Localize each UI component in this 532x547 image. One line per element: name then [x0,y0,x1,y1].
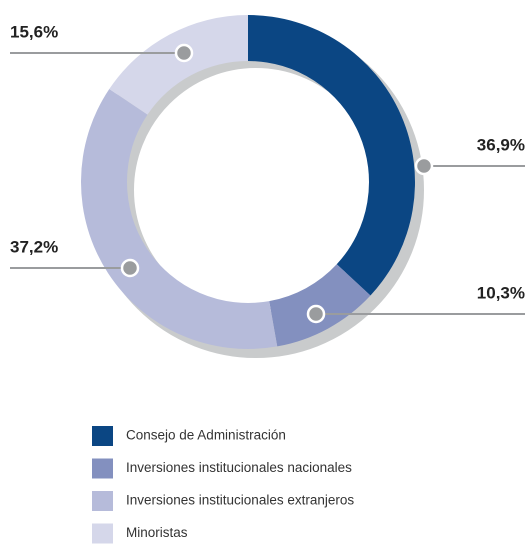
leader-dot [306,304,326,324]
value-label: 37,2% [10,237,58,256]
legend-swatch [92,426,113,446]
legend-swatch [92,458,113,479]
donut-slice [248,15,416,296]
legend-label: Consejo de Administración [126,428,286,443]
value-label: 10,3% [477,283,525,302]
legend-label: Minoristas [126,525,188,540]
donut-slice [109,15,248,115]
donut-slice [80,89,278,349]
legend-swatch [92,523,113,544]
legend-label: Inversiones institucionales extranjeros [126,493,354,508]
leader-dot [414,156,434,176]
value-label: 36,9% [477,135,525,154]
leader-dot [120,258,140,278]
legend-label: Inversiones institucionales nacionales [126,460,352,475]
leader-dot [174,43,194,63]
legend-swatch [92,491,113,511]
donut-slice [269,264,371,347]
value-label: 15,6% [10,22,58,41]
